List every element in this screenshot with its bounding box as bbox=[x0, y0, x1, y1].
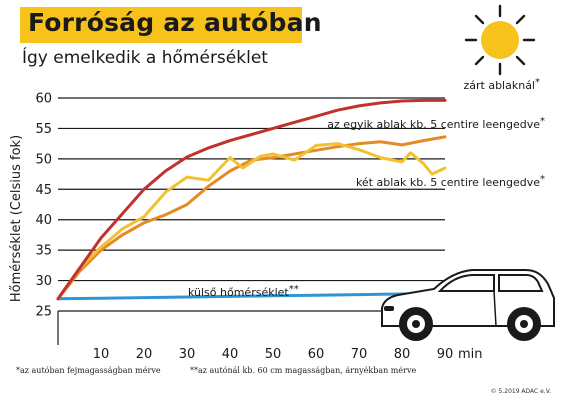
copyright: © 5.2019 ADAC e.V. bbox=[490, 388, 551, 395]
footnote-inside: *az autóban fejmagasságban mérve bbox=[16, 366, 161, 375]
label-outside-temperature: külső hőmérséklet** bbox=[188, 284, 299, 299]
series-closed-windows bbox=[56, 98, 447, 301]
y-tick-label: 35 bbox=[35, 244, 52, 259]
series-labels: zárt ablaknál* az egyik ablak kb. 5 centi… bbox=[188, 77, 545, 299]
x-tick-label: 20 bbox=[136, 347, 153, 362]
series-lines bbox=[56, 98, 447, 301]
series-two-windows bbox=[56, 142, 447, 301]
x-tick-label: 80 bbox=[394, 347, 411, 362]
y-axis-label: Hőmérséklet (Celsius fok) bbox=[9, 135, 24, 302]
x-tick-label: 60 bbox=[308, 347, 325, 362]
x-tick-labels: 10 20 30 40 50 60 70 80 90 bbox=[93, 347, 454, 362]
title-highlight bbox=[20, 7, 302, 43]
y-tick-label: 55 bbox=[35, 122, 52, 137]
y-tick-label: 60 bbox=[35, 92, 52, 107]
y-tick-label: 45 bbox=[35, 183, 52, 198]
y-tick-label: 50 bbox=[35, 152, 52, 167]
series-outside-temperature bbox=[56, 291, 447, 301]
x-tick-label: 40 bbox=[222, 347, 239, 362]
y-tick-label: 40 bbox=[35, 213, 52, 228]
x-tick-label: 10 bbox=[93, 347, 110, 362]
x-tick-label: 90 bbox=[437, 347, 454, 362]
label-one-window: az egyik ablak kb. 5 centire leengedve* bbox=[327, 116, 545, 131]
x-tick-label: 70 bbox=[351, 347, 368, 362]
sun-icon bbox=[464, 4, 536, 76]
label-closed-windows: zárt ablaknál* bbox=[463, 77, 540, 92]
subtitle: Így emelkedik a hőmérséklet bbox=[22, 48, 268, 68]
y-tick-labels: 25 30 35 40 45 50 55 60 bbox=[35, 92, 52, 320]
series-one-window bbox=[56, 135, 447, 301]
label-two-windows: két ablak kb. 5 centire leengedve* bbox=[356, 174, 545, 189]
title: Forróság az autóban bbox=[28, 8, 322, 37]
x-axis-unit: min bbox=[458, 347, 483, 362]
car-icon bbox=[381, 269, 555, 341]
x-tick-label: 50 bbox=[265, 347, 282, 362]
y-tick-label: 25 bbox=[35, 305, 52, 320]
x-tick-label: 30 bbox=[179, 347, 196, 362]
y-tick-label: 30 bbox=[35, 274, 52, 289]
footnote-outside: **az autónál kb. 60 cm magasságban, árny… bbox=[190, 366, 417, 375]
